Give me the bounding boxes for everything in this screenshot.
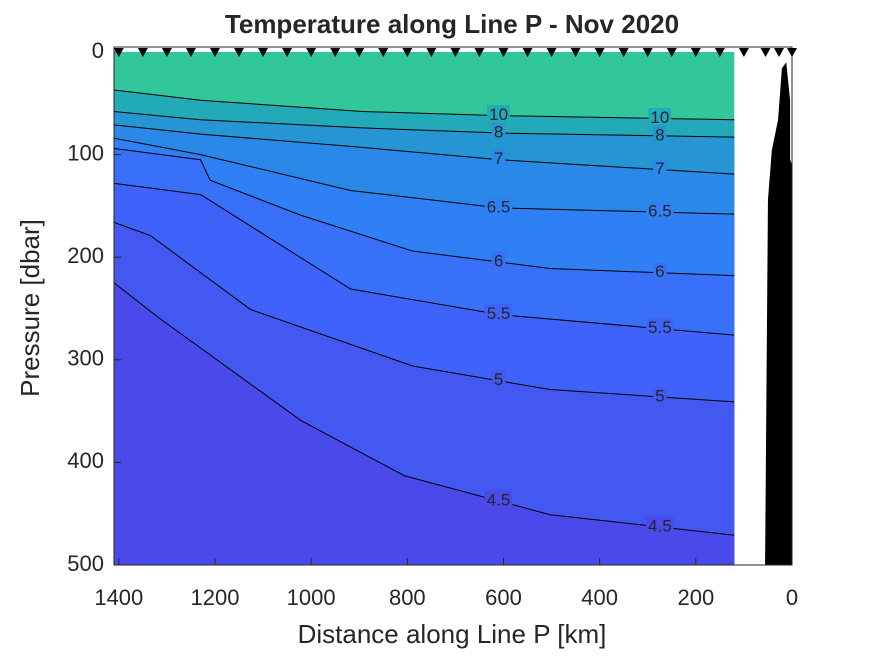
- contour-label: 5.5: [487, 304, 511, 323]
- station-marker: [426, 48, 437, 57]
- station-marker: [378, 48, 389, 57]
- station-marker: [161, 48, 172, 57]
- station-marker: [774, 48, 785, 57]
- band-fill: [114, 282, 735, 565]
- station-marker: [690, 48, 701, 57]
- station-marker: [642, 48, 653, 57]
- contour-label: 6: [655, 262, 664, 281]
- contour-label: 4.5: [648, 516, 672, 535]
- station-marker: [738, 48, 749, 57]
- x-tick-label: 400: [581, 585, 618, 610]
- station-marker: [234, 48, 245, 57]
- contour-label-bg: [653, 386, 667, 406]
- station-marker: [546, 48, 557, 57]
- station-marker: [282, 48, 293, 57]
- contour-label-bg: [491, 149, 506, 169]
- station-marker: [330, 48, 341, 57]
- contour-label-bg: [646, 201, 674, 221]
- contour-label-bg: [648, 107, 672, 127]
- contour-label: 10: [489, 105, 508, 124]
- contour-label-bg: [491, 122, 506, 142]
- station-marker: [137, 48, 148, 57]
- contour-label: 8: [655, 125, 664, 144]
- contour-label: 6: [494, 251, 503, 270]
- contour-label-bg: [646, 516, 674, 536]
- x-tick-label: 1000: [287, 585, 336, 610]
- y-tick-label: 500: [67, 551, 104, 576]
- contour-label-bg: [646, 318, 674, 338]
- contour-label: 7: [655, 159, 664, 178]
- contour-label-bg: [487, 105, 511, 125]
- y-tick-label: 0: [92, 38, 104, 63]
- station-marker: [787, 48, 797, 57]
- station-marker: [618, 48, 629, 57]
- contour-line: [113, 111, 735, 138]
- contour-label: 5.5: [648, 318, 672, 337]
- x-tick-label: 1200: [191, 585, 240, 610]
- contour-label: 6.5: [487, 197, 511, 216]
- contour-label: 10: [650, 108, 669, 127]
- station-marker: [474, 48, 485, 57]
- x-tick-label: 1400: [94, 585, 143, 610]
- station-marker: [209, 48, 220, 57]
- contour-line: [113, 147, 735, 277]
- station-marker: [306, 48, 317, 57]
- station-marker: [760, 48, 771, 57]
- station-marker: [522, 48, 533, 57]
- station-marker: [402, 48, 413, 57]
- contour-label-bg: [491, 251, 506, 271]
- station-marker: [666, 48, 677, 57]
- station-marker: [185, 48, 196, 57]
- contour-line: [113, 221, 735, 403]
- bathymetry: [765, 62, 792, 565]
- station-marker: [450, 48, 461, 57]
- station-marker: [258, 48, 269, 57]
- y-tick-label: 300: [67, 346, 104, 371]
- y-axis-label: Pressure [dbar]: [15, 219, 45, 397]
- y-tick-label: 200: [67, 243, 104, 268]
- y-tick-label: 100: [67, 140, 104, 165]
- station-marker: [113, 48, 124, 57]
- station-marker: [594, 48, 605, 57]
- x-tick-label: 800: [389, 585, 426, 610]
- chart-title: Temperature along Line P - Nov 2020: [225, 9, 679, 39]
- contour-label: 8: [494, 122, 503, 141]
- contour-line: [113, 89, 735, 121]
- contour-label-bg: [484, 197, 513, 217]
- contour-label-bg: [653, 159, 667, 179]
- contour-label-bg: [484, 490, 513, 510]
- contour-label-bg: [491, 370, 506, 390]
- contour-line: [113, 182, 735, 336]
- contour-label-bg: [484, 303, 513, 323]
- contour-line: [113, 124, 735, 175]
- contour-line: [113, 137, 735, 215]
- contour-line: [113, 282, 735, 536]
- plot-frame: [113, 46, 793, 566]
- contour-label-bg: [653, 262, 667, 282]
- station-marker: [354, 48, 365, 57]
- contour-label-bg: [653, 125, 667, 145]
- contour-label: 5: [655, 386, 664, 405]
- contour-label: 7: [494, 149, 503, 168]
- x-axis-label: Distance along Line P [km]: [298, 619, 607, 649]
- contour-label: 4.5: [487, 490, 511, 509]
- x-tick-label: 0: [786, 585, 798, 610]
- x-tick-label: 600: [485, 585, 522, 610]
- station-marker: [714, 48, 725, 57]
- contour-label: 6.5: [648, 202, 672, 221]
- contour-label: 5: [494, 370, 503, 389]
- station-marker: [570, 48, 581, 57]
- station-marker: [498, 48, 509, 57]
- x-tick-label: 200: [677, 585, 714, 610]
- y-tick-label: 400: [67, 448, 104, 473]
